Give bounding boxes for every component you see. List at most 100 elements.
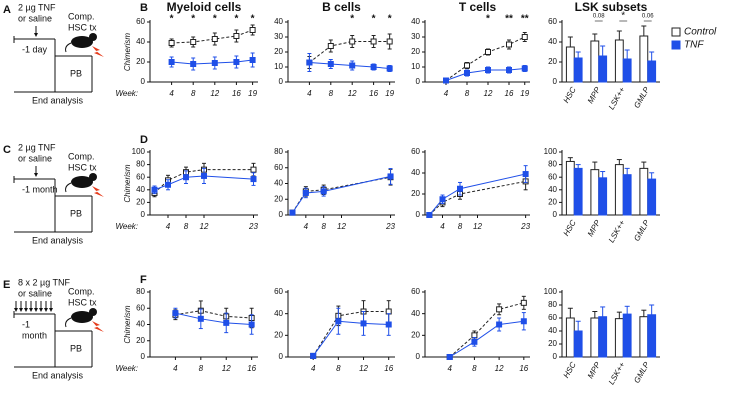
category-label: LSK++ bbox=[607, 218, 627, 244]
y-tick-label: 0 bbox=[141, 77, 146, 86]
x-tick-label: 8 bbox=[472, 364, 477, 373]
y-tick-label: 20 bbox=[548, 339, 557, 348]
y-tick-label: 0 bbox=[141, 352, 146, 361]
bar bbox=[573, 330, 583, 358]
marker bbox=[320, 188, 327, 195]
bar bbox=[565, 160, 575, 216]
category-label: HSC bbox=[562, 85, 578, 104]
y-tick-label: 20 bbox=[136, 198, 145, 207]
y-tick-label: 0 bbox=[553, 77, 558, 86]
marker bbox=[506, 67, 512, 73]
category-label: MPP bbox=[586, 85, 603, 105]
chart-title: LSK subsets bbox=[575, 0, 648, 14]
treatment-text: 8 x 2 µg TNF bbox=[18, 277, 71, 287]
panel-letter: F bbox=[140, 274, 147, 286]
marker bbox=[439, 196, 446, 203]
x-tick-label: 8 bbox=[336, 364, 341, 373]
y-axis-label: Chimerism bbox=[123, 164, 132, 203]
transplant-text: HSC tx bbox=[68, 22, 97, 32]
mouse-body bbox=[71, 311, 93, 323]
y-axis-label: Chimerism bbox=[123, 305, 132, 344]
x-tick-label: 4 bbox=[304, 222, 309, 231]
y-tick-label: 80 bbox=[136, 160, 145, 169]
marker bbox=[310, 352, 317, 359]
marker bbox=[386, 38, 393, 45]
bar bbox=[565, 317, 575, 358]
y-tick-label: 80 bbox=[274, 147, 283, 156]
category-label: LSK++ bbox=[607, 360, 627, 386]
y-tick-label: 40 bbox=[274, 17, 283, 26]
end-text: End analysis bbox=[32, 95, 84, 105]
y-axis-label: Chimerism bbox=[123, 33, 132, 72]
y-tick-label: 0 bbox=[553, 210, 558, 219]
chart-title: T cells bbox=[459, 0, 497, 14]
mouse-body bbox=[71, 36, 93, 48]
bar bbox=[590, 317, 600, 358]
marker bbox=[520, 299, 527, 306]
marker bbox=[464, 70, 470, 76]
x-tick-label: 4 bbox=[169, 89, 174, 98]
category-label: GMLP bbox=[632, 218, 651, 243]
arrow-head bbox=[34, 33, 38, 37]
x-tick-label: 16 bbox=[232, 89, 241, 98]
arrow-head bbox=[34, 173, 38, 177]
y-tick-label: 40 bbox=[274, 179, 283, 188]
marker bbox=[197, 315, 204, 322]
marker bbox=[165, 181, 171, 188]
treatment-text: or saline bbox=[18, 13, 52, 23]
arrow-head bbox=[39, 308, 43, 312]
y-tick-label: 30 bbox=[274, 32, 283, 41]
marker bbox=[289, 209, 296, 216]
marker bbox=[168, 59, 175, 65]
marker bbox=[522, 171, 529, 178]
series-line bbox=[429, 180, 526, 216]
chart-title: Myeloid cells bbox=[167, 0, 242, 14]
transplant-text: Comp. bbox=[68, 286, 95, 296]
arrow-head bbox=[44, 308, 48, 312]
marker bbox=[248, 321, 255, 328]
y-tick-label: 60 bbox=[274, 163, 283, 172]
marker bbox=[496, 321, 503, 328]
x-tick-label: 4 bbox=[440, 222, 445, 231]
mouse-head bbox=[89, 173, 97, 181]
series-line bbox=[428, 173, 526, 216]
marker bbox=[327, 61, 334, 67]
irradiation bbox=[92, 321, 104, 332]
marker bbox=[387, 173, 394, 180]
y-tick-label: 20 bbox=[411, 189, 420, 198]
x-tick-label: 8 bbox=[191, 89, 196, 98]
y-tick-label: 40 bbox=[411, 309, 420, 318]
marker bbox=[471, 338, 478, 345]
x-tick-label: 16 bbox=[247, 364, 256, 373]
time-text: -1 day bbox=[22, 44, 48, 54]
end-text: End analysis bbox=[32, 235, 84, 245]
x-tick-label: 16 bbox=[505, 89, 514, 98]
time-text: -1 bbox=[22, 319, 30, 329]
category-label: HSC bbox=[562, 360, 578, 379]
significance: * bbox=[251, 14, 255, 25]
bar bbox=[614, 318, 624, 358]
y-tick-label: 40 bbox=[548, 185, 557, 194]
y-tick-label: 80 bbox=[548, 300, 557, 309]
marker bbox=[327, 43, 334, 49]
significance: * bbox=[372, 14, 376, 25]
x-tick-label: 12 bbox=[222, 364, 231, 373]
x-tick-label: 12 bbox=[473, 222, 482, 231]
legend-label: Control bbox=[684, 27, 717, 38]
category-label: HSC bbox=[562, 218, 578, 237]
significance: 0.08 bbox=[593, 14, 605, 20]
series-line bbox=[309, 41, 390, 63]
y-tick-label: 0 bbox=[279, 352, 284, 361]
y-tick-label: 20 bbox=[274, 330, 283, 339]
y-tick-label: 60 bbox=[136, 17, 145, 26]
panel-letter: D bbox=[140, 134, 148, 146]
marker bbox=[250, 166, 257, 173]
sampling-text: PB bbox=[70, 208, 82, 218]
marker bbox=[233, 33, 240, 39]
x-tick-label: 19 bbox=[248, 89, 257, 98]
mouse-head bbox=[89, 308, 97, 316]
marker bbox=[485, 49, 491, 55]
series-line bbox=[449, 320, 524, 358]
marker bbox=[201, 172, 207, 179]
